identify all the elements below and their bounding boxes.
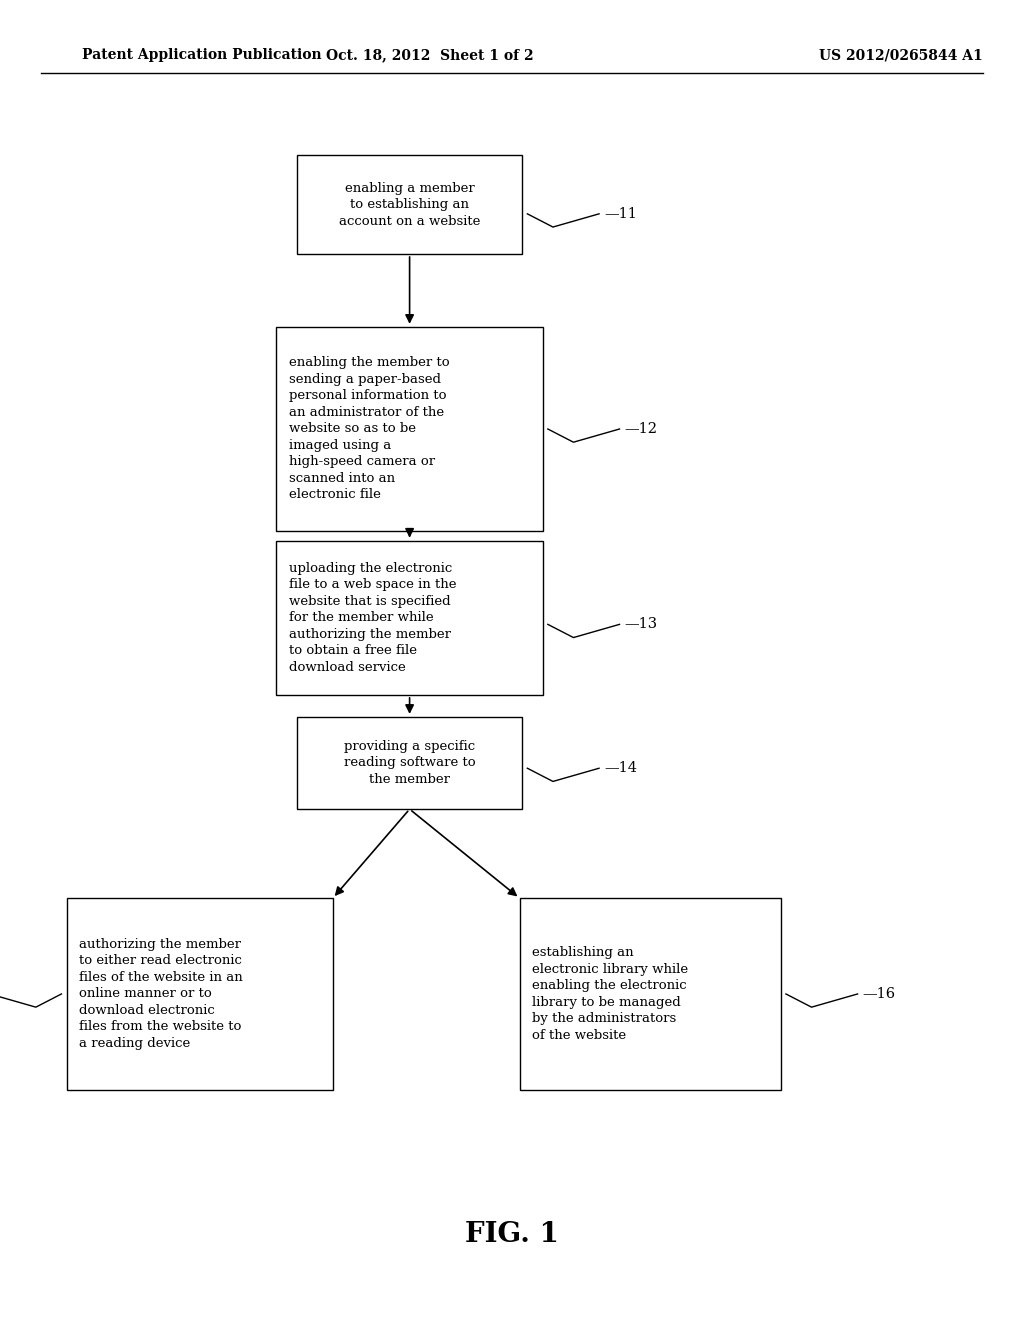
Text: providing a specific
reading software to
the member: providing a specific reading software to…: [344, 741, 475, 785]
Text: —11: —11: [604, 207, 637, 220]
Text: US 2012/0265844 A1: US 2012/0265844 A1: [819, 49, 983, 62]
Text: Oct. 18, 2012  Sheet 1 of 2: Oct. 18, 2012 Sheet 1 of 2: [327, 49, 534, 62]
Bar: [297, 717, 522, 809]
Bar: [276, 326, 543, 531]
Bar: [67, 898, 333, 1090]
Text: authorizing the member
to either read electronic
files of the website in an
onli: authorizing the member to either read el…: [79, 939, 243, 1049]
Text: FIG. 1: FIG. 1: [465, 1221, 559, 1247]
Text: uploading the electronic
file to a web space in the
website that is specified
fo: uploading the electronic file to a web s…: [289, 562, 457, 673]
Text: —12: —12: [625, 422, 657, 436]
Bar: [520, 898, 781, 1090]
Text: —13: —13: [625, 618, 657, 631]
Bar: [297, 154, 522, 253]
Text: enabling a member
to establishing an
account on a website: enabling a member to establishing an acc…: [339, 182, 480, 227]
Text: establishing an
electronic library while
enabling the electronic
library to be m: establishing an electronic library while…: [532, 946, 688, 1041]
Text: enabling the member to
sending a paper-based
personal information to
an administ: enabling the member to sending a paper-b…: [289, 356, 450, 502]
Text: Patent Application Publication: Patent Application Publication: [82, 49, 322, 62]
Text: —16: —16: [862, 987, 896, 1001]
Text: —14: —14: [604, 762, 637, 775]
Bar: [276, 541, 543, 694]
